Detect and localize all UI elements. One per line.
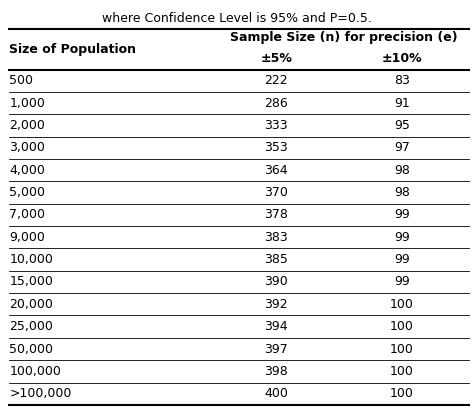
Text: 222: 222 [264,74,288,87]
Text: 370: 370 [264,186,288,199]
Text: ±5%: ±5% [260,52,292,65]
Text: 378: 378 [264,208,288,221]
Text: ±10%: ±10% [382,52,422,65]
Text: 353: 353 [264,141,288,154]
Text: 3,000: 3,000 [9,141,46,154]
Text: 333: 333 [264,119,288,132]
Text: 100,000: 100,000 [9,365,61,378]
Text: 100: 100 [390,320,414,333]
Text: 500: 500 [9,74,34,87]
Text: where Confidence Level is 95% and P=0.5.: where Confidence Level is 95% and P=0.5. [102,12,372,25]
Text: 98: 98 [394,164,410,177]
Text: >100,000: >100,000 [9,387,72,400]
Text: Size of Population: Size of Population [9,43,137,56]
Text: 99: 99 [394,275,410,288]
Text: 91: 91 [394,97,410,110]
Text: 2,000: 2,000 [9,119,46,132]
Text: 83: 83 [394,74,410,87]
Text: Sample Size (n) for precision (e): Sample Size (n) for precision (e) [230,31,457,44]
Text: 10,000: 10,000 [9,253,54,266]
Text: 20,000: 20,000 [9,298,54,311]
Text: 98: 98 [394,186,410,199]
Text: 400: 400 [264,387,288,400]
Text: 100: 100 [390,298,414,311]
Text: 392: 392 [264,298,288,311]
Text: 286: 286 [264,97,288,110]
Text: 97: 97 [394,141,410,154]
Text: 1,000: 1,000 [9,97,46,110]
Text: 99: 99 [394,208,410,221]
Text: 398: 398 [264,365,288,378]
Text: 25,000: 25,000 [9,320,54,333]
Text: 5,000: 5,000 [9,186,46,199]
Text: 99: 99 [394,253,410,266]
Text: 364: 364 [264,164,288,177]
Text: 394: 394 [264,320,288,333]
Text: 4,000: 4,000 [9,164,46,177]
Text: 7,000: 7,000 [9,208,46,221]
Text: 9,000: 9,000 [9,231,46,244]
Text: 50,000: 50,000 [9,342,54,355]
Text: 95: 95 [394,119,410,132]
Text: 397: 397 [264,342,288,355]
Text: 100: 100 [390,387,414,400]
Text: 390: 390 [264,275,288,288]
Text: 383: 383 [264,231,288,244]
Text: 99: 99 [394,231,410,244]
Text: 15,000: 15,000 [9,275,54,288]
Text: 100: 100 [390,365,414,378]
Text: 385: 385 [264,253,288,266]
Text: 100: 100 [390,342,414,355]
